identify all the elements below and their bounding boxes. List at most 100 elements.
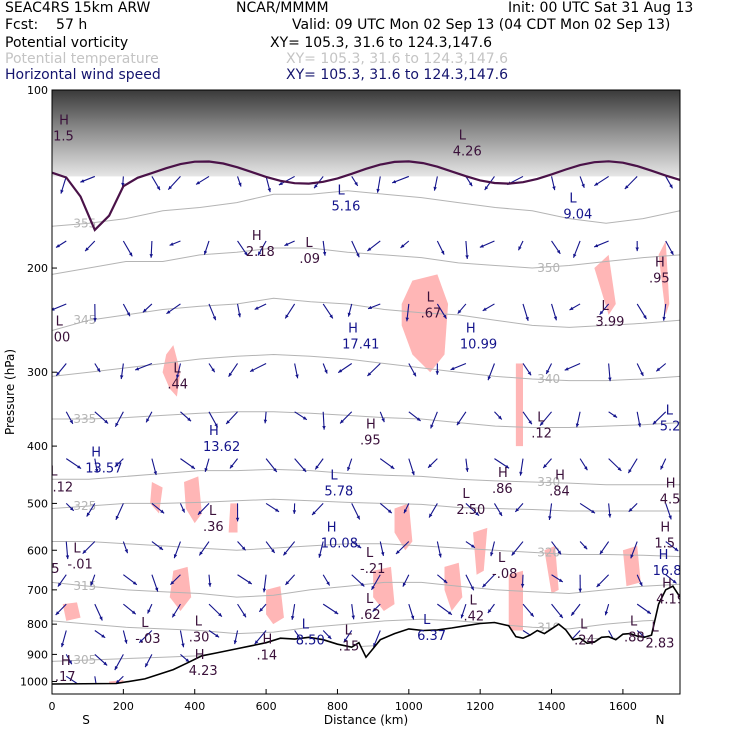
wind-vector-head (322, 251, 327, 256)
wind-vector-head (170, 580, 175, 585)
pv-extremum-value: 1.5 (654, 536, 675, 551)
wind-vector-head (242, 613, 246, 618)
pv-extremum-value: 4.23 (189, 664, 218, 679)
pv-extremum-value: 17.41 (342, 337, 379, 352)
wind-vector-head (254, 640, 259, 645)
pv-extremum-value: .42 (463, 610, 484, 625)
pv-extremum-value: -.21 (360, 562, 385, 577)
wind-vector-head (176, 374, 180, 379)
wind-vector-head (96, 368, 101, 373)
wind-vector-head (557, 550, 562, 555)
wind-vector-head (115, 515, 119, 520)
wind-vector-head (429, 513, 433, 518)
wind-vector-head (460, 614, 465, 619)
pv-extremum-value: 1.5 (53, 130, 74, 145)
wind-vector-head (490, 552, 494, 557)
wind-vector-head (599, 310, 604, 315)
wind-vector-head (662, 316, 666, 321)
wind-vector-head (283, 551, 288, 556)
isentrope-label: 305 (73, 653, 96, 667)
wind-vector-head (302, 468, 307, 472)
wind-vector-head (208, 583, 212, 587)
wind-vector-head (93, 318, 97, 322)
wind-vector-head (573, 253, 577, 258)
wind-vector-head (548, 516, 552, 520)
wind-vector-head (147, 609, 151, 614)
pv-extremum-marker: L (569, 192, 577, 207)
pv-extremum-marker: H (195, 648, 205, 663)
terrain-surface-line (52, 585, 680, 685)
wind-vector-head (275, 508, 280, 512)
pv-extremum-marker: L (56, 314, 64, 329)
pv-extremum-marker: H (91, 446, 101, 461)
wind-vector-head (624, 185, 629, 190)
pv-extremum-value: 16.89 (653, 564, 690, 579)
wind-vector-head (56, 371, 60, 376)
wind-vector-head (312, 511, 316, 516)
pv-extremum-marker: L (302, 618, 310, 633)
wind-vector-head (271, 549, 275, 553)
wind-vector-head (114, 463, 119, 467)
wind-vector-head (617, 467, 622, 471)
wind-vector-head (380, 551, 385, 556)
wind-vector-head (628, 507, 633, 512)
wind-vector-head (498, 511, 503, 516)
wind-vector-head (540, 421, 544, 426)
pv-extremum-value: .44 (167, 378, 188, 393)
wind-vector-head (558, 578, 563, 582)
x-tick-label: 400 (184, 700, 205, 713)
pv-positive-region (508, 570, 523, 631)
isentrope-line (52, 468, 680, 486)
wind-vector-head (285, 581, 290, 585)
pv-extremum-marker: L (195, 615, 203, 630)
x-axis-title: Distance (km) (324, 713, 408, 727)
wind-vector-head (329, 314, 333, 319)
wind-vector-head (121, 182, 125, 187)
pv-extremum-marker: L (345, 624, 353, 639)
pv-positive-region (594, 254, 616, 315)
wind-vector-head (360, 582, 365, 587)
pv-extremum-value: 8.50 (296, 634, 325, 649)
wind-vector-head (181, 643, 185, 648)
wind-vector-head (203, 250, 208, 255)
wind-vector-head (528, 420, 532, 425)
wind-vector-head (443, 314, 447, 319)
wind-vector-head (630, 554, 634, 559)
wind-vector-head (628, 469, 632, 474)
wind-vector-head (373, 643, 377, 648)
forecast-hour: Fcst: 57 h (5, 17, 88, 33)
pv-extremum-value: 5.27 (660, 420, 689, 435)
wind-vector-head (672, 579, 677, 584)
wind-vector-head (571, 611, 575, 616)
wind-vector-head (482, 307, 487, 311)
wind-vector-head (241, 546, 246, 551)
wind-vector-head (668, 515, 672, 520)
wind-vector-head (153, 471, 157, 475)
x-tick-label: 1000 (395, 700, 423, 713)
wind-vector-head (128, 252, 133, 257)
wind-vector-head (387, 509, 392, 514)
pv-extremum-marker: L (630, 615, 638, 630)
field-wind-xy: XY= 105.3, 31.6 to 124.3,147.6 (286, 67, 509, 83)
wind-vector-head (643, 315, 647, 320)
pv-extremum-marker: H (660, 520, 670, 535)
y-tick-label: 600 (27, 544, 48, 557)
isentrope-line (52, 190, 680, 227)
wind-vector-head (215, 633, 220, 638)
wind-vector-head (185, 658, 190, 663)
pv-extremum-marker: L (305, 236, 313, 251)
wind-vector-head (285, 314, 289, 319)
wind-vector-head (338, 369, 343, 373)
isentrope-label: 330 (537, 475, 560, 489)
pv-positive-region (62, 602, 81, 621)
wind-vector-head (395, 550, 400, 555)
x-tick-label: 0 (49, 700, 56, 713)
wind-vector-head (324, 369, 328, 374)
wind-vector-head (267, 188, 271, 193)
wind-vector-head (262, 588, 267, 593)
wind-vector-head (599, 550, 604, 555)
wind-vector-head (258, 251, 262, 256)
wind-vector-head (381, 418, 385, 423)
wind-vector-head (519, 471, 523, 476)
wind-vector-head (77, 465, 82, 469)
